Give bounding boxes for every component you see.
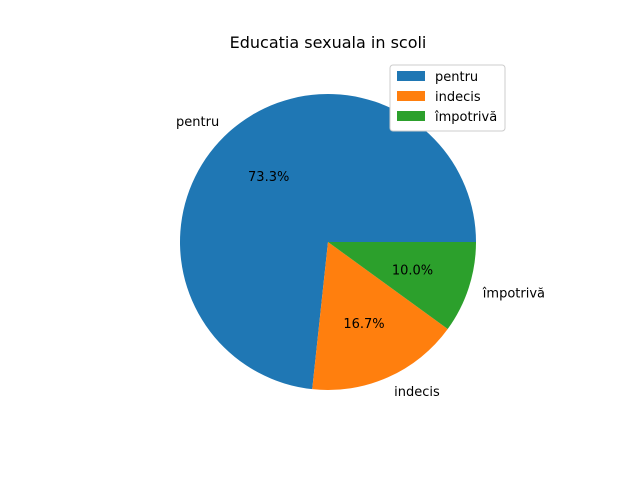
slice-labels: pentru indecis împotrivă <box>176 115 545 400</box>
chart-title: Educatia sexuala in scoli <box>230 33 427 52</box>
legend-label-1: pentru <box>435 70 478 85</box>
legend-label-2: indecis <box>435 90 481 105</box>
slice-label-1: pentru <box>176 115 219 130</box>
percent-labels: 73.3% 16.7% 10.0% <box>248 170 433 332</box>
slice-label-3: împotrivă <box>482 286 545 301</box>
pie-slice-3 <box>328 242 476 329</box>
slice-label-2: indecis <box>394 385 440 400</box>
legend-swatch-2 <box>397 91 425 101</box>
pie-slices <box>180 94 476 391</box>
percent-label-3: 10.0% <box>392 263 433 278</box>
legend-swatch-1 <box>397 71 425 81</box>
percent-label-1: 73.3% <box>248 170 289 185</box>
legend: pentru indecis împotrivă <box>389 64 506 132</box>
percent-label-2: 16.7% <box>343 317 384 332</box>
legend-swatch-3 <box>397 111 425 121</box>
pie-slice-1 <box>180 94 476 390</box>
legend-label-3: împotrivă <box>434 110 497 125</box>
pie-slice-2 <box>312 242 448 391</box>
